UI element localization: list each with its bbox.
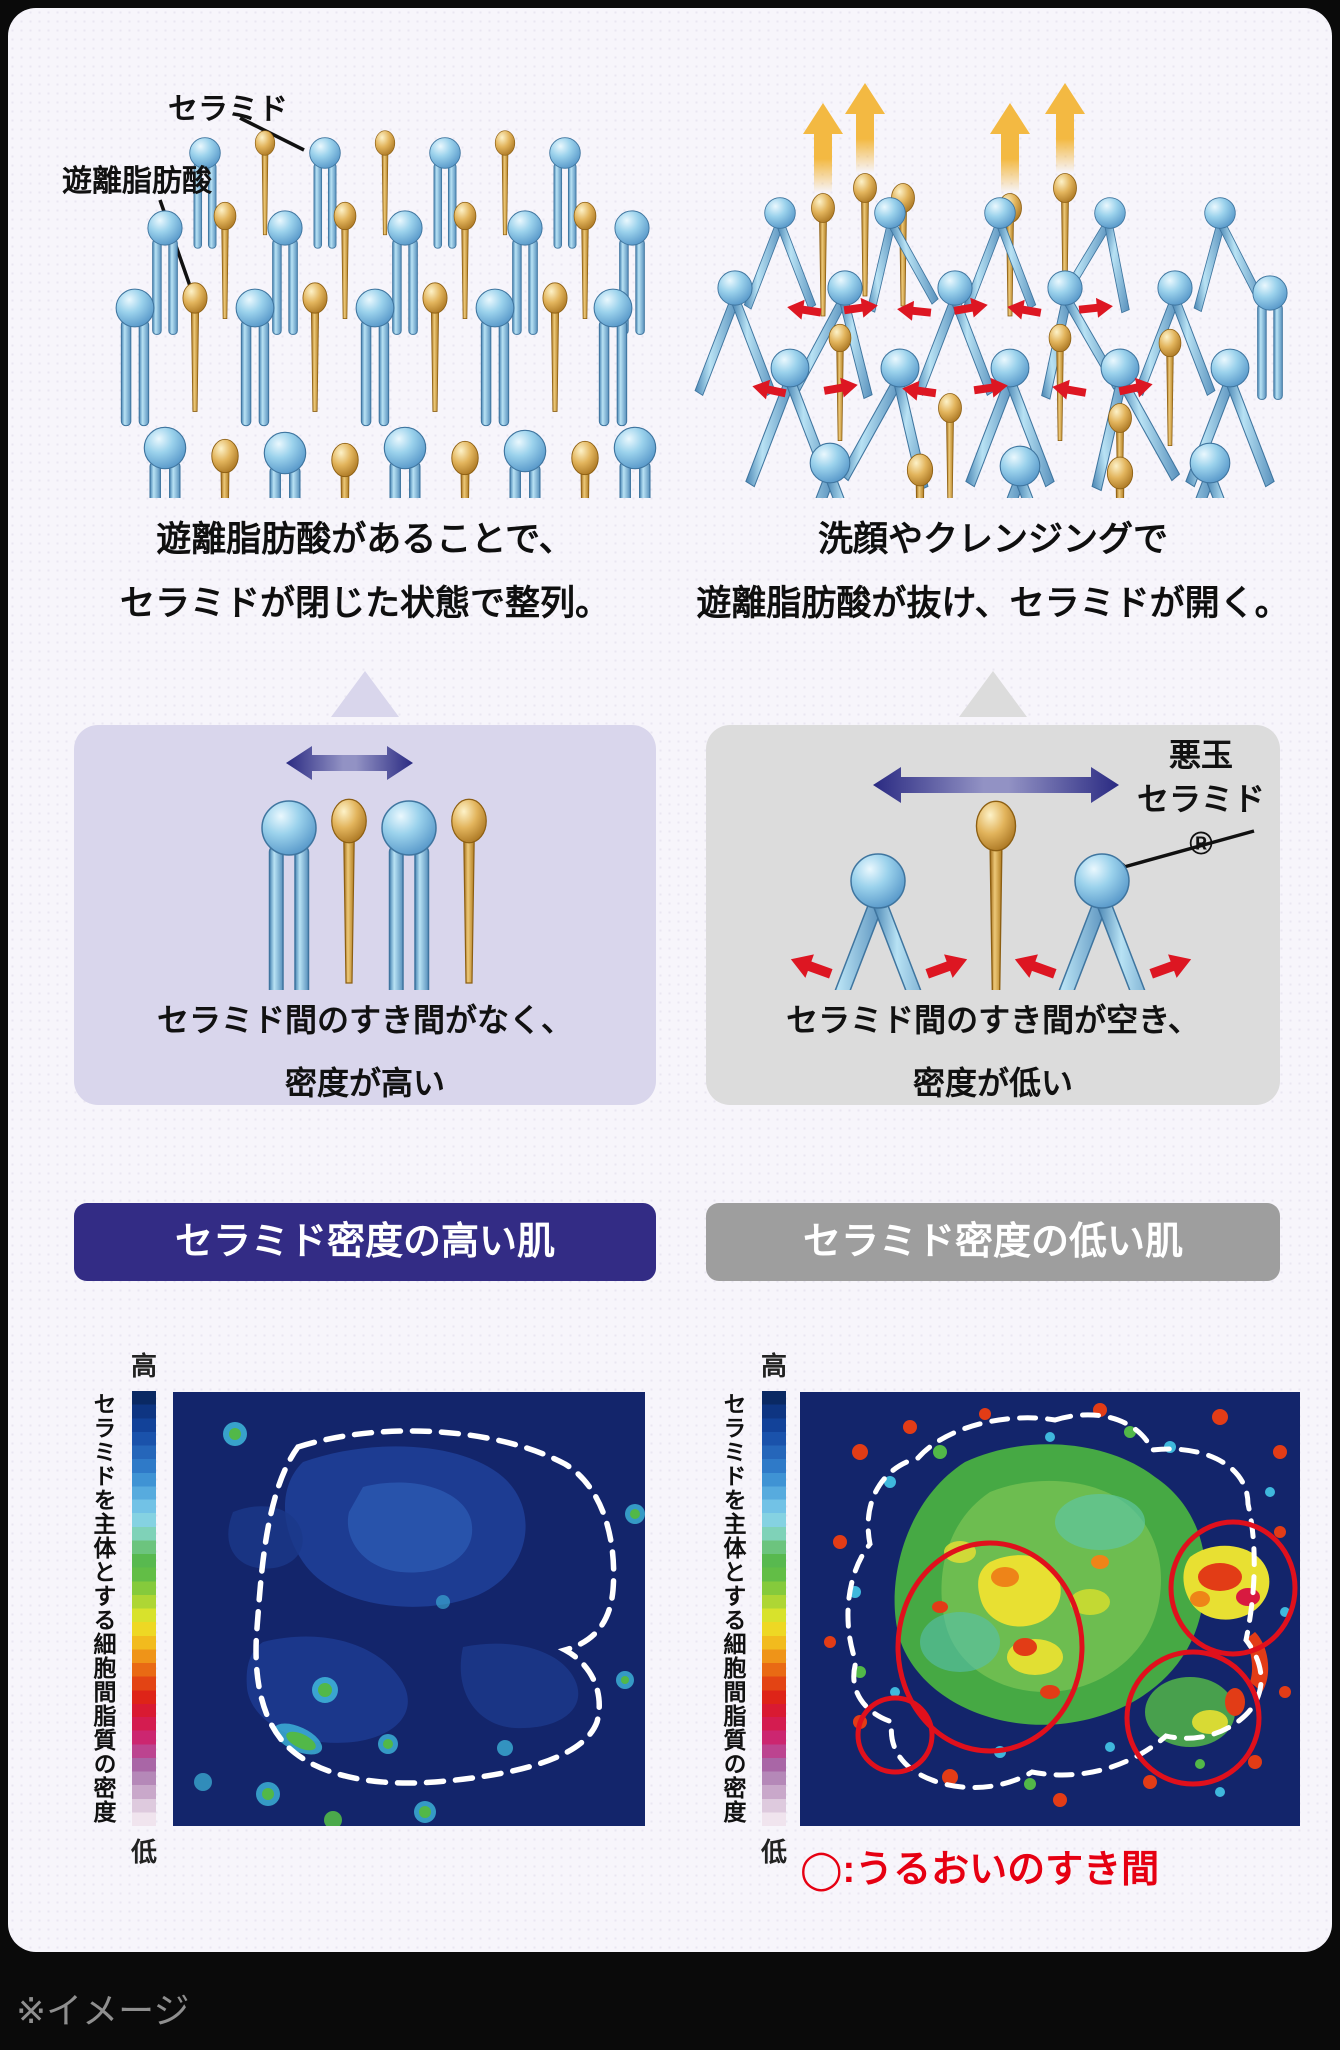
ordered-caption-line2: セラミドが閉じた状態で整列。 bbox=[119, 584, 610, 623]
disrupted-caption: 洗顔やクレンジングで 遊離脂肪酸が抜け、セラミドが開く。 bbox=[663, 508, 1323, 636]
scale-low-label: 低 bbox=[130, 1837, 157, 1867]
infographic-card: セラミド 遊離脂肪酸 bbox=[8, 8, 1332, 1952]
heatmap-low-density bbox=[800, 1392, 1300, 1826]
heatmap-outer-specks bbox=[824, 1403, 1291, 1807]
density-spots bbox=[194, 1422, 645, 1826]
region-outline-dashed bbox=[253, 1428, 617, 1786]
red-arrow-icon bbox=[785, 297, 823, 323]
region-outline-dashed bbox=[845, 1412, 1264, 1790]
heatmap-hot-regions bbox=[894, 1444, 1270, 1747]
low-density-text-line1: セラミド間のすき間が空き、 bbox=[786, 1002, 1200, 1038]
moisture-gap-circles bbox=[855, 1519, 1298, 1787]
bad-ceramide-label: 悪玉 セラミド® bbox=[1126, 733, 1276, 865]
density-scale-bar bbox=[762, 1391, 786, 1826]
fatty-acid-label: 遊離脂肪酸 bbox=[62, 165, 212, 198]
scale-high-label: 高 bbox=[760, 1351, 787, 1381]
high-density-text-line1: セラミド間のすき間がなく、 bbox=[156, 1002, 573, 1038]
open-ceramide-molecule bbox=[814, 853, 942, 990]
low-density-text-line2: 密度が低い bbox=[912, 1065, 1073, 1101]
open-ceramide-molecule bbox=[743, 197, 817, 310]
heatmap-high-density bbox=[173, 1392, 645, 1826]
up-arrow-icon bbox=[803, 103, 843, 193]
high-density-text-line2: 密度が高い bbox=[284, 1065, 445, 1101]
high-density-panel: セラミド間のすき間がなく、 密度が高い bbox=[74, 725, 656, 1105]
ordered-caption: 遊離脂肪酸があることで、 セラミドが閉じた状態で整列。 bbox=[74, 508, 656, 636]
ordered-caption-line1: 遊離脂肪酸があることで、 bbox=[156, 520, 574, 559]
density-scale-bar bbox=[132, 1391, 156, 1826]
disrupted-molecule-diagram bbox=[690, 58, 1302, 593]
disrupted-lattice-graphic bbox=[694, 83, 1288, 593]
scale-high-label: 高 bbox=[130, 1351, 157, 1381]
up-arrow-icon bbox=[990, 103, 1030, 193]
bad-ceramide-label-line1: 悪玉 bbox=[1168, 737, 1233, 773]
bad-ceramide-label-line2: セラミド® bbox=[1136, 781, 1265, 861]
image-disclaimer: ※イメージ bbox=[16, 1990, 190, 2031]
double-arrow-icon bbox=[873, 767, 1119, 803]
ordered-lattice-graphic bbox=[115, 116, 657, 585]
up-arrow-icon bbox=[1045, 83, 1085, 173]
high-density-graphic bbox=[261, 746, 487, 990]
disrupted-caption-line1: 洗顔やクレンジングで bbox=[817, 520, 1168, 559]
double-arrow-icon bbox=[286, 746, 413, 780]
moisture-gap-legend: ◯:うるおいのすき間 bbox=[800, 1849, 1160, 1891]
red-arrow-icon bbox=[786, 947, 836, 986]
up-arrow-icon bbox=[845, 83, 885, 173]
header-low-density: セラミド密度の低い肌 bbox=[706, 1203, 1280, 1281]
pointer-triangle-high bbox=[331, 671, 399, 717]
scale-low-label: 低 bbox=[760, 1837, 787, 1867]
fatty-acid-molecule bbox=[331, 798, 367, 984]
density-axis-label: セラミドを主体とする細胞間脂質の密度 bbox=[720, 1392, 746, 1824]
bad-ceramide-callout-line bbox=[1123, 829, 1255, 869]
ceramide-molecule bbox=[261, 800, 317, 990]
pointer-triangle-low bbox=[959, 671, 1027, 717]
ceramide-label: セラミド bbox=[168, 93, 288, 126]
header-high-density: セラミド密度の高い肌 bbox=[74, 1203, 656, 1281]
low-density-panel: 悪玉 セラミド® セラミド間のすき間が空き、 密度が低い bbox=[706, 725, 1280, 1105]
ordered-molecule-diagram: セラミド 遊離脂肪酸 bbox=[60, 58, 660, 585]
disrupted-caption-line2: 遊離脂肪酸が抜け、セラミドが開く。 bbox=[696, 584, 1290, 623]
density-axis-label: セラミドを主体とする細胞間脂質の密度 bbox=[90, 1392, 116, 1824]
fatty-acid-molecule bbox=[975, 800, 1017, 990]
low-density-graphic bbox=[786, 767, 1255, 990]
